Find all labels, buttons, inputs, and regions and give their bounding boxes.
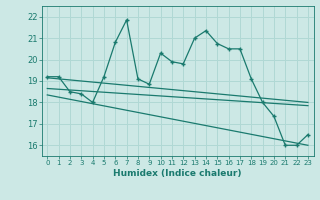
X-axis label: Humidex (Indice chaleur): Humidex (Indice chaleur) [113,169,242,178]
